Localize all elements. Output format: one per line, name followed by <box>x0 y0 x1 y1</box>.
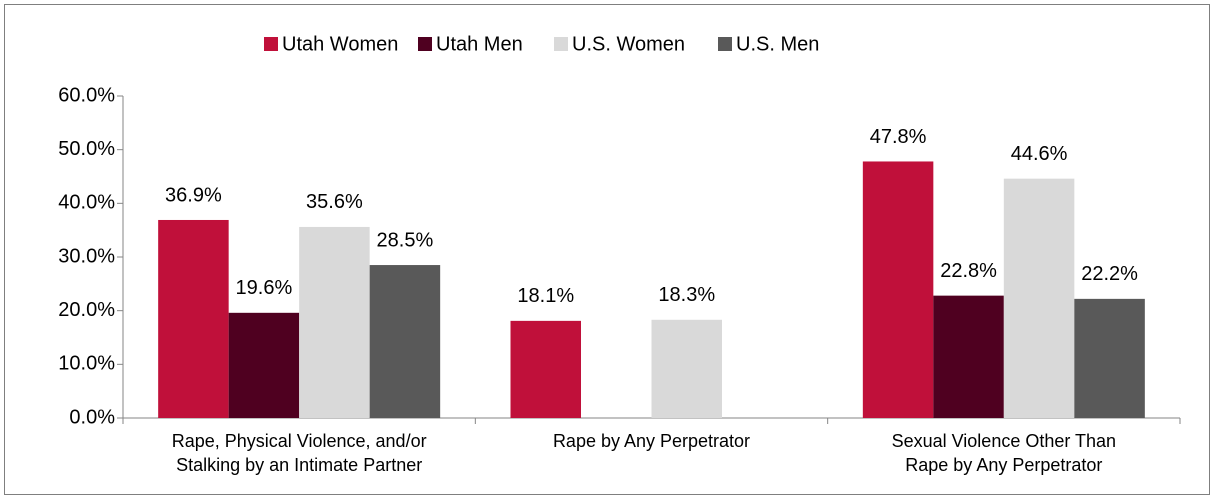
data-label: 18.1% <box>517 285 574 307</box>
legend-label: Utah Men <box>436 33 523 55</box>
x-tick-label: Rape, Physical Violence, and/or <box>172 431 427 451</box>
bar <box>1074 298 1145 418</box>
bar <box>933 295 1004 418</box>
bar <box>510 320 581 418</box>
bar <box>651 319 722 418</box>
x-tick-label: Rape by Any Perpetrator <box>553 431 750 451</box>
legend-swatch <box>718 37 732 51</box>
y-tick-label: 60.0% <box>58 84 115 106</box>
bar <box>158 219 229 418</box>
data-label: 36.9% <box>165 184 222 206</box>
data-label: 35.6% <box>306 191 363 213</box>
bar <box>1003 178 1075 418</box>
data-label: 47.8% <box>870 126 927 148</box>
y-tick-label: 0.0% <box>69 406 115 428</box>
y-tick-label: 40.0% <box>58 192 115 214</box>
y-tick-label: 10.0% <box>58 353 115 375</box>
bar <box>228 312 300 418</box>
chart-frame <box>4 4 1210 495</box>
x-tick-label: Sexual Violence Other Than <box>892 431 1116 451</box>
bar <box>299 226 370 418</box>
legend-label: Utah Women <box>282 33 398 55</box>
data-label: 22.2% <box>1081 263 1138 285</box>
legend-label: U.S. Men <box>736 33 819 55</box>
y-tick-label: 50.0% <box>58 138 115 160</box>
legend-label: U.S. Women <box>572 33 685 55</box>
data-label: 19.6% <box>236 277 293 299</box>
data-label: 28.5% <box>377 229 434 251</box>
legend-swatch <box>554 37 568 51</box>
y-tick-label: 30.0% <box>58 245 115 267</box>
data-label: 22.8% <box>940 260 997 282</box>
x-tick-label: Rape by Any Perpetrator <box>905 455 1102 475</box>
x-tick-label: Stalking by an Intimate Partner <box>176 455 422 475</box>
bar <box>862 161 934 418</box>
data-label: 44.6% <box>1011 143 1068 165</box>
legend-swatch <box>264 37 278 51</box>
legend-swatch <box>418 37 432 51</box>
bar <box>369 265 441 418</box>
data-label: 18.3% <box>658 284 715 306</box>
y-tick-label: 20.0% <box>58 299 115 321</box>
